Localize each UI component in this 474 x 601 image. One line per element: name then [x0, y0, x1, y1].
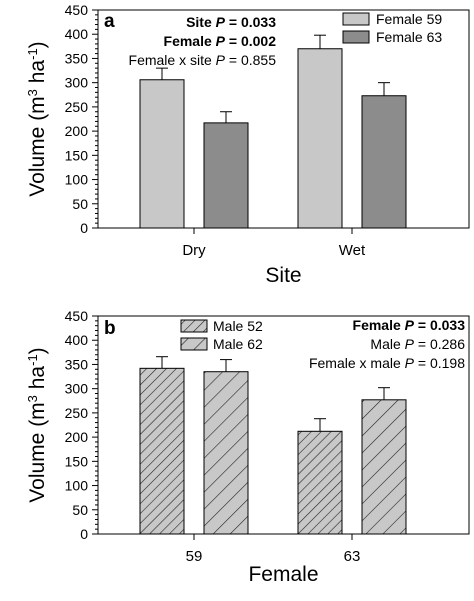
y-tick-label: 200	[65, 429, 89, 445]
legend-swatch	[180, 319, 208, 333]
bar-a-Wet-2	[361, 95, 407, 229]
stat-annotation: Male P = 0.286	[370, 336, 465, 352]
panel-letter: b	[104, 318, 116, 339]
legend-label: Female 63	[376, 29, 442, 45]
y-tick-label: 0	[80, 526, 88, 542]
bar-b-59-2	[203, 371, 249, 535]
legend-label: Female 59	[376, 11, 442, 27]
bar-b-59-1	[139, 367, 185, 535]
y-tick-label: 100	[65, 478, 89, 494]
stat-annotation: Female x male P = 0.198	[309, 355, 465, 371]
y-tick-label: 200	[65, 123, 89, 139]
panel-a: 0 50 100 150 200 250 300 350 400 450 Dry Wet Site Vol…	[25, 2, 470, 287]
legend-swatch	[342, 30, 370, 44]
y-tick-label: 400	[65, 332, 89, 348]
panel-b: 0 50 100 150 200 250 300 350 400 450 59 63 Female Vol…	[25, 308, 470, 586]
y-tick-label: 300	[65, 75, 89, 91]
y-tick-label: 250	[65, 99, 89, 115]
bar-a-Dry-1	[139, 79, 185, 229]
stat-annotation: Female P = 0.033	[353, 317, 466, 333]
stat-annotation: Site P = 0.033	[186, 14, 276, 30]
y-tick-label: 50	[72, 502, 88, 518]
y-tick-label: 250	[65, 405, 89, 421]
bar-b-63-1	[297, 430, 343, 535]
y-tick-label: 300	[65, 381, 89, 397]
x-axis-title: Site	[265, 264, 301, 287]
plot-frame	[97, 9, 470, 229]
bar-a-Dry-2	[203, 122, 249, 229]
y-tick-label: 100	[65, 172, 89, 188]
panel-letter: a	[104, 11, 115, 32]
y-tick-label: 350	[65, 356, 89, 372]
x-tick-label: Wet	[339, 242, 366, 259]
y-tick-label: 150	[65, 147, 89, 163]
y-tick-label: 450	[65, 2, 89, 18]
plot-frame	[97, 315, 470, 535]
y-tick-label: 0	[80, 220, 88, 236]
y-axis-title: Volume (m3 ha-1)	[25, 347, 50, 502]
y-tick-label: 400	[65, 26, 89, 42]
x-tick-label: 63	[344, 548, 361, 565]
y-tick-label: 450	[65, 308, 89, 324]
x-tick-label: Dry	[182, 242, 206, 259]
legend-swatch	[180, 337, 208, 351]
legend-label: Male 52	[213, 318, 263, 334]
y-tick-label: 150	[65, 453, 89, 469]
legend-label: Male 62	[213, 336, 263, 352]
y-tick-label: 50	[72, 196, 88, 212]
stat-annotation: Female P = 0.002	[164, 33, 277, 49]
bar-a-Wet-1	[297, 48, 343, 229]
bar-b-63-2	[361, 399, 407, 535]
legend-swatch	[342, 12, 370, 26]
stat-annotation: Female x site P = 0.855	[129, 52, 277, 68]
y-axis-title: Volume (m3 ha-1)	[25, 41, 50, 196]
x-axis-title: Female	[248, 563, 318, 586]
y-tick-label: 350	[65, 50, 89, 66]
x-tick-label: 59	[186, 548, 203, 565]
